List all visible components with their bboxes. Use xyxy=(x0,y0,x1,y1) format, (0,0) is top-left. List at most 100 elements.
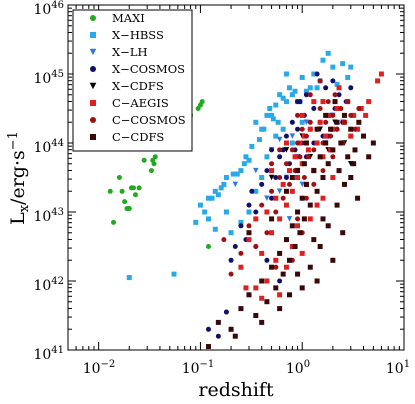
point-x-hbss-44 xyxy=(320,57,326,63)
point-x-lh-15 xyxy=(286,216,293,222)
point-c-cosmos-41 xyxy=(311,181,317,187)
point-x-hbss-52 xyxy=(264,154,270,160)
x-tick-label-2: 100 xyxy=(286,359,310,377)
point-x-lh-2 xyxy=(264,195,270,201)
point-c-aegis-34 xyxy=(355,126,361,132)
point-x-hbss-45 xyxy=(325,50,331,56)
legend-marker-c-cdfs xyxy=(90,134,96,140)
point-x-hbss-38 xyxy=(299,74,305,80)
point-c-cosmos-19 xyxy=(311,147,317,153)
point-x-cosmos-41 xyxy=(283,175,289,180)
legend-label-c-aegis: C−AEGIS xyxy=(112,96,169,110)
point-c-cdfs-31 xyxy=(338,140,344,146)
x-tick-label-1: 10−1 xyxy=(182,359,215,377)
point-x-cosmos-14 xyxy=(277,154,283,160)
point-c-aegis-3 xyxy=(259,250,265,256)
point-c-cosmos-16 xyxy=(303,133,309,139)
x-axis-title: redshift xyxy=(198,379,274,401)
point-x-lh-6 xyxy=(289,133,296,139)
point-c-cdfs-48 xyxy=(286,292,292,298)
point-c-cdfs-61 xyxy=(332,99,338,105)
point-c-aegis-36 xyxy=(363,112,369,118)
point-c-aegis-56 xyxy=(320,99,326,105)
point-x-hbss-30 xyxy=(277,92,283,98)
legend-marker-x-lh xyxy=(89,48,97,56)
point-x-hbss-34 xyxy=(289,92,295,98)
point-c-cosmos-52 xyxy=(269,161,275,167)
point-x-hbss-13 xyxy=(230,171,236,177)
axis-ticks xyxy=(67,4,405,351)
point-c-aegis-58 xyxy=(243,285,249,291)
point-c-cdfs-3 xyxy=(238,306,244,312)
point-x-hbss-50 xyxy=(348,64,354,70)
point-maxi-31 xyxy=(205,244,211,249)
point-c-aegis-21 xyxy=(314,140,320,146)
point-c-cosmos-24 xyxy=(325,99,331,105)
point-x-hbss-29 xyxy=(275,119,281,125)
point-c-cdfs-56 xyxy=(283,188,289,194)
point-maxi-10 xyxy=(136,185,142,191)
point-c-aegis-4 xyxy=(264,209,270,215)
point-c-cdfs-29 xyxy=(330,147,336,153)
point-c-aegis-37 xyxy=(366,99,372,105)
point-c-cdfs-14 xyxy=(289,223,295,229)
point-c-cosmos-50 xyxy=(317,78,323,84)
point-c-cdfs-8 xyxy=(269,264,275,270)
point-c-cdfs-32 xyxy=(341,112,347,118)
point-c-cdfs-24 xyxy=(317,154,323,160)
point-x-cosmos-40 xyxy=(269,147,275,153)
point-c-cdfs-1 xyxy=(215,319,221,325)
point-c-cdfs-65 xyxy=(336,168,342,174)
point-c-aegis-10 xyxy=(286,168,292,174)
point-c-cdfs-17 xyxy=(297,230,303,236)
point-c-aegis-19 xyxy=(307,126,313,132)
point-x-cosmos-30 xyxy=(323,85,329,91)
point-c-cdfs-10 xyxy=(277,250,283,256)
point-c-cosmos-17 xyxy=(305,154,311,160)
point-x-cosmos-20 xyxy=(295,126,301,132)
point-c-aegis-59 xyxy=(259,295,265,301)
point-x-hbss-27 xyxy=(270,116,276,122)
point-x-hbss-0 xyxy=(126,275,132,281)
point-x-hbss-41 xyxy=(311,71,317,77)
point-x-lh-4 xyxy=(276,136,283,143)
point-maxi-1 xyxy=(111,219,117,225)
point-c-aegis-6 xyxy=(273,195,279,201)
point-c-cdfs-44 xyxy=(334,202,340,208)
point-c-aegis-46 xyxy=(295,223,301,229)
point-c-aegis-52 xyxy=(269,168,275,174)
point-c-cdfs-38 xyxy=(366,154,372,160)
point-c-cosmos-9 xyxy=(286,181,292,187)
point-c-cdfs-55 xyxy=(269,216,275,222)
point-c-cdfs-69 xyxy=(301,161,307,167)
point-x-cosmos-35 xyxy=(336,92,342,98)
point-c-cosmos-6 xyxy=(277,175,283,180)
point-c-cdfs-63 xyxy=(259,319,265,325)
point-c-cosmos-37 xyxy=(273,264,279,270)
point-c-cdfs-49 xyxy=(295,271,301,277)
point-c-cosmos-40 xyxy=(303,195,309,201)
point-x-hbss-49 xyxy=(345,74,351,80)
point-c-cdfs-51 xyxy=(330,257,336,263)
legend-label-x-hbss: X−HBSS xyxy=(112,28,164,42)
point-x-hbss-56 xyxy=(223,209,229,215)
point-c-cosmos-7 xyxy=(280,195,286,201)
point-c-cdfs-12 xyxy=(283,237,289,243)
point-x-cosmos-8 xyxy=(249,188,255,194)
point-x-hbss-63 xyxy=(299,119,305,125)
point-c-cdfs-36 xyxy=(356,119,362,125)
point-c-aegis-28 xyxy=(334,106,340,111)
point-c-cdfs-47 xyxy=(277,306,283,312)
point-c-aegis-54 xyxy=(299,112,305,118)
point-c-cosmos-42 xyxy=(320,168,326,174)
point-x-hbss-15 xyxy=(238,168,244,174)
point-x-hbss-24 xyxy=(264,112,270,118)
point-x-hbss-20 xyxy=(253,119,259,125)
point-c-aegis-55 xyxy=(311,99,317,105)
point-c-cosmos-29 xyxy=(338,106,344,111)
point-x-hbss-3 xyxy=(197,202,203,208)
point-c-cdfs-66 xyxy=(351,161,357,167)
point-c-cdfs-67 xyxy=(311,237,317,243)
point-maxi-0 xyxy=(107,188,113,194)
